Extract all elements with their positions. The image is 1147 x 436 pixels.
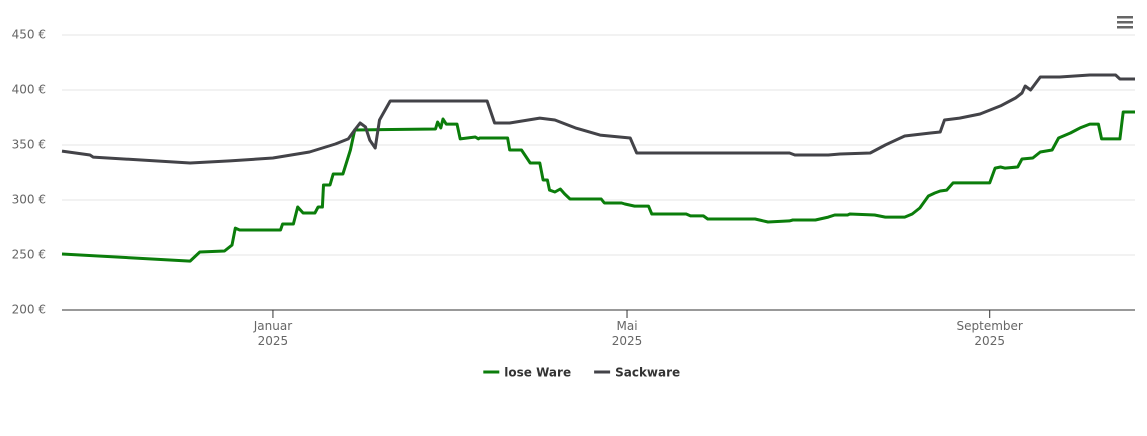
menu-bar — [1117, 16, 1133, 19]
x-tick-label: September 2025 — [956, 319, 1023, 348]
legend-label: Sackware — [615, 366, 680, 380]
legend-item[interactable]: Sackware — [594, 366, 680, 380]
y-tick-label: 250 € — [12, 248, 46, 262]
y-tick-label: 400 € — [12, 83, 46, 97]
menu-icon[interactable] — [1117, 16, 1133, 29]
x-tick-label: Mai 2025 — [611, 319, 643, 348]
y-tick-label: 300 € — [12, 193, 46, 207]
x-tick-label: Januar 2025 — [253, 319, 293, 348]
y-tick-label: 200 € — [12, 303, 46, 317]
series-line — [61, 110, 1135, 263]
menu-bar — [1117, 21, 1133, 24]
series-line — [61, 73, 1135, 165]
legend-item[interactable]: lose Ware — [483, 366, 571, 380]
menu-bar — [1117, 26, 1133, 29]
y-tick-label: 450 € — [12, 28, 46, 42]
y-tick-label: 350 € — [12, 138, 46, 152]
legend-label: lose Ware — [504, 366, 571, 380]
